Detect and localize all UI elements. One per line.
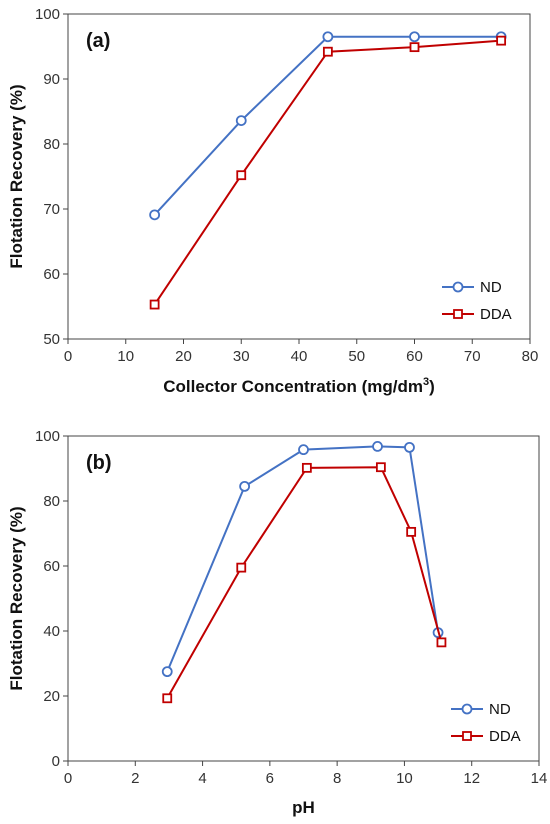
y-axis-label: Flotation Recovery (%) (7, 506, 26, 690)
x-tick-label: 12 (463, 770, 480, 787)
y-tick-label: 60 (43, 558, 60, 575)
y-tick-label: 100 (35, 6, 60, 23)
legend-label-dda: DDA (489, 728, 521, 745)
data-point-dda (496, 35, 507, 46)
x-axis-label: pH (292, 798, 315, 817)
y-tick-label: 60 (43, 266, 60, 283)
x-axis-label-superscript: 3 (423, 376, 429, 388)
x-tick-label: 4 (198, 770, 206, 787)
data-point-nd (409, 31, 420, 43)
x-tick-label: 80 (522, 348, 539, 365)
x-tick-label: 70 (464, 348, 481, 365)
data-point-nd (239, 480, 251, 492)
data-point-nd (149, 209, 161, 221)
data-point-nd (372, 440, 383, 452)
data-point-dda (406, 526, 417, 537)
legend-label-dda: DDA (480, 306, 512, 323)
x-tick-label: 6 (266, 770, 274, 787)
data-point-dda (375, 462, 386, 473)
x-tick-label: 20 (175, 348, 192, 365)
data-point-nd (235, 115, 247, 126)
data-point-dda (162, 693, 173, 704)
x-axis-label-text: Collector Concentration (mg/dm (163, 377, 423, 396)
legend-marker-nd (452, 281, 464, 293)
legend-label-nd: ND (489, 701, 511, 718)
y-axis-label: Flotation Recovery (%) (7, 84, 26, 268)
x-tick-label: 30 (233, 348, 250, 365)
data-point-nd (298, 444, 309, 456)
y-tick-label: 100 (35, 428, 60, 445)
y-tick-label: 80 (43, 136, 60, 153)
series-line-nd (153, 35, 502, 216)
y-tick-label: 40 (43, 623, 60, 640)
x-tick-label: 2 (131, 770, 139, 787)
data-point-nd (161, 666, 173, 678)
legend-marker-dda (453, 309, 463, 319)
x-tick-label: 0 (64, 770, 72, 787)
data-point-dda (322, 46, 333, 57)
data-point-dda (409, 42, 420, 53)
data-point-dda (236, 562, 247, 573)
series-line-dda (153, 39, 502, 306)
data-point-dda (301, 462, 312, 473)
x-tick-label: 10 (117, 348, 134, 365)
x-tick-label: 14 (531, 770, 548, 787)
x-tick-label: 10 (396, 770, 413, 787)
chart-panel-1: 0 10 20 30 40 50 60 70 80 50 60 70 80 90 100 Collector … (7, 6, 538, 396)
data-point-nd (404, 441, 415, 453)
y-tick-label: 70 (43, 201, 60, 218)
y-tick-label: 0 (52, 753, 60, 770)
legend-marker-nd (461, 703, 473, 715)
x-tick-label: 40 (291, 348, 308, 365)
x-axis-label-end: ) (429, 377, 435, 396)
y-tick-label: 20 (43, 688, 60, 705)
x-axis-label-text: pH (292, 798, 315, 817)
x-axis-label: Collector Concentration (mg/dm3) (163, 376, 435, 396)
x-tick-label: 50 (348, 348, 365, 365)
x-tick-label: 60 (406, 348, 423, 365)
chart-panel-2: 0 2 4 6 8 10 12 14 0 20 40 60 80 100 pH Flotation Recov… (7, 428, 547, 817)
y-tick-label: 90 (43, 71, 60, 88)
y-tick-label: 80 (43, 493, 60, 510)
legend-label-nd: ND (480, 279, 502, 296)
data-point-nd (322, 31, 334, 43)
data-point-dda (436, 637, 447, 648)
y-tick-label: 50 (43, 331, 60, 348)
x-tick-label: 8 (333, 770, 341, 787)
data-point-dda (149, 299, 160, 310)
legend-marker-dda (462, 731, 472, 741)
series-line-dda (166, 466, 443, 699)
panel-label: (a) (86, 30, 110, 52)
plot-area-frame (67, 435, 540, 762)
series-line-nd (166, 445, 440, 673)
x-tick-label: 0 (64, 348, 72, 365)
panel-label: (b) (86, 452, 112, 474)
data-point-dda (236, 170, 247, 181)
